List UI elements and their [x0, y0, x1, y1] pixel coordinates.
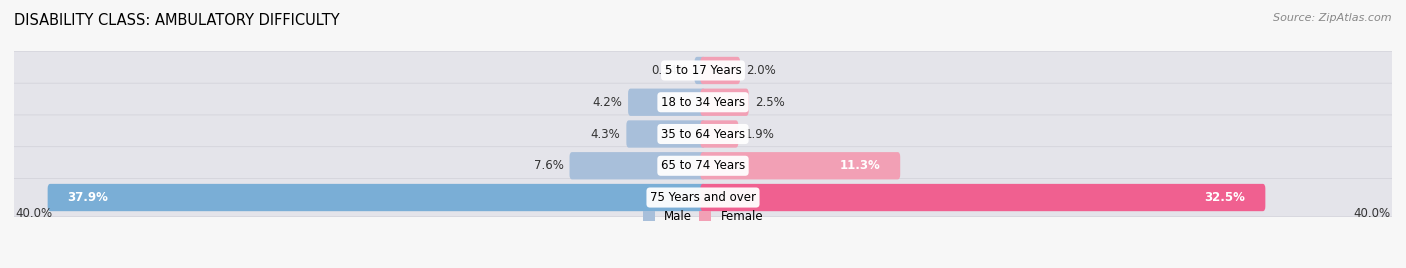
FancyBboxPatch shape	[8, 83, 1398, 121]
Text: 65 to 74 Years: 65 to 74 Years	[661, 159, 745, 172]
Text: 11.3%: 11.3%	[839, 159, 880, 172]
Text: 32.5%: 32.5%	[1205, 191, 1246, 204]
FancyBboxPatch shape	[700, 152, 900, 179]
FancyBboxPatch shape	[700, 120, 738, 148]
Text: 40.0%: 40.0%	[1353, 207, 1391, 220]
Text: 37.9%: 37.9%	[67, 191, 108, 204]
Text: 2.0%: 2.0%	[747, 64, 776, 77]
Text: 0.34%: 0.34%	[651, 64, 689, 77]
Text: 5 to 17 Years: 5 to 17 Years	[665, 64, 741, 77]
FancyBboxPatch shape	[695, 57, 706, 84]
FancyBboxPatch shape	[626, 120, 706, 148]
Legend: Male, Female: Male, Female	[638, 205, 768, 228]
Text: 2.5%: 2.5%	[755, 96, 785, 109]
FancyBboxPatch shape	[569, 152, 706, 179]
Text: Source: ZipAtlas.com: Source: ZipAtlas.com	[1274, 13, 1392, 23]
Text: 7.6%: 7.6%	[534, 159, 564, 172]
Text: 4.3%: 4.3%	[591, 128, 620, 140]
FancyBboxPatch shape	[48, 184, 706, 211]
FancyBboxPatch shape	[8, 178, 1398, 217]
FancyBboxPatch shape	[8, 147, 1398, 185]
Text: 4.2%: 4.2%	[592, 96, 621, 109]
Text: 40.0%: 40.0%	[15, 207, 53, 220]
Text: 1.9%: 1.9%	[744, 128, 775, 140]
FancyBboxPatch shape	[700, 57, 740, 84]
Text: 35 to 64 Years: 35 to 64 Years	[661, 128, 745, 140]
Text: 75 Years and over: 75 Years and over	[650, 191, 756, 204]
FancyBboxPatch shape	[8, 51, 1398, 90]
FancyBboxPatch shape	[700, 184, 1265, 211]
Text: 18 to 34 Years: 18 to 34 Years	[661, 96, 745, 109]
FancyBboxPatch shape	[8, 115, 1398, 153]
FancyBboxPatch shape	[628, 89, 706, 116]
Text: DISABILITY CLASS: AMBULATORY DIFFICULTY: DISABILITY CLASS: AMBULATORY DIFFICULTY	[14, 13, 340, 28]
FancyBboxPatch shape	[700, 89, 748, 116]
